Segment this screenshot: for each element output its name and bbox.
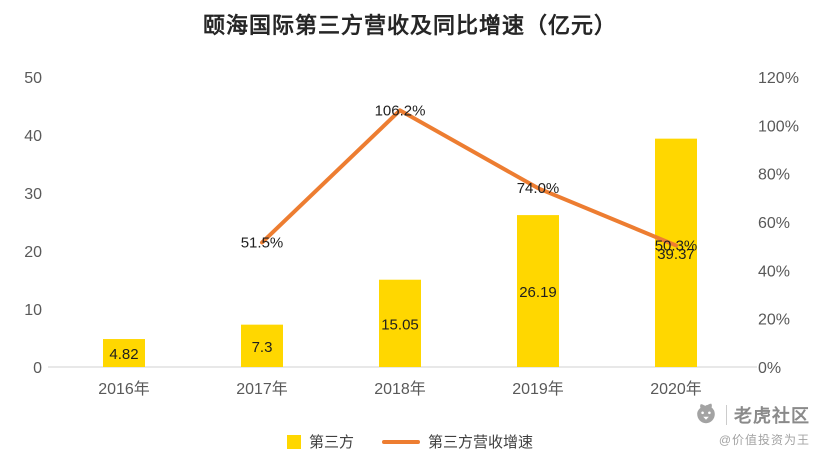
bar-value-label: 15.05	[381, 316, 419, 333]
right-axis-tick: 20%	[758, 312, 790, 329]
x-axis-label: 2017年	[236, 380, 288, 398]
bar	[241, 324, 283, 367]
right-axis-tick: 80%	[758, 167, 790, 184]
left-axis-tick: 0	[33, 360, 42, 377]
line-value-label: 51.5%	[241, 235, 284, 252]
chart-title: 颐海国际第三方营收及同比增速（亿元）	[202, 13, 617, 38]
bar	[103, 339, 145, 367]
bar-value-label: 26.19	[519, 284, 557, 301]
right-axis-tick: 60%	[758, 215, 790, 232]
bar	[517, 215, 559, 367]
watermark-handle: @价值投资为王	[718, 433, 810, 447]
watermark-divider	[726, 405, 727, 425]
bar-legend-swatch	[286, 434, 301, 449]
x-axis-label: 2019年	[512, 380, 564, 398]
x-axis-label: 2018年	[374, 380, 426, 398]
watermark-brand: 老虎社区	[734, 406, 810, 426]
left-axis-tick: 10	[24, 302, 42, 319]
right-axis-tick: 0%	[758, 360, 781, 377]
legend-label-bar: 第三方	[308, 434, 354, 451]
bar-value-label: 7.3	[252, 339, 273, 356]
left-axis-tick: 40	[24, 128, 42, 145]
left-axis-tick: 50	[24, 70, 42, 87]
left-axis-tick: 20	[24, 244, 42, 261]
legend-item-bar: 第三方	[286, 431, 354, 452]
bar-value-label: 39.37	[657, 246, 695, 263]
growth-line	[260, 108, 678, 248]
line-value-label: 106.2%	[375, 102, 426, 119]
x-axis-label: 2020年	[650, 380, 702, 398]
watermark: 老虎社区 @价值投资为王	[693, 402, 810, 448]
right-axis-tick: 40%	[758, 263, 790, 280]
x-axis-label: 2016年	[98, 380, 150, 398]
line-value-label: 50.3%	[655, 237, 698, 254]
right-axis-tick: 120%	[758, 70, 799, 87]
bar	[379, 279, 421, 367]
right-axis-tick: 100%	[758, 118, 799, 135]
legend-label-line: 第三方营收增速	[428, 434, 534, 451]
watermark-brand-row: 老虎社区	[693, 402, 810, 428]
line-legend-swatch	[382, 439, 420, 444]
legend-item-line: 第三方营收增速	[382, 431, 533, 452]
tiger-logo-icon	[693, 402, 719, 428]
line-value-label: 74.0%	[517, 180, 560, 197]
bar-value-label: 4.82	[109, 346, 138, 363]
legend: 第三方 第三方营收增速	[0, 431, 820, 452]
bar	[655, 138, 697, 367]
left-axis-tick: 30	[24, 186, 42, 203]
